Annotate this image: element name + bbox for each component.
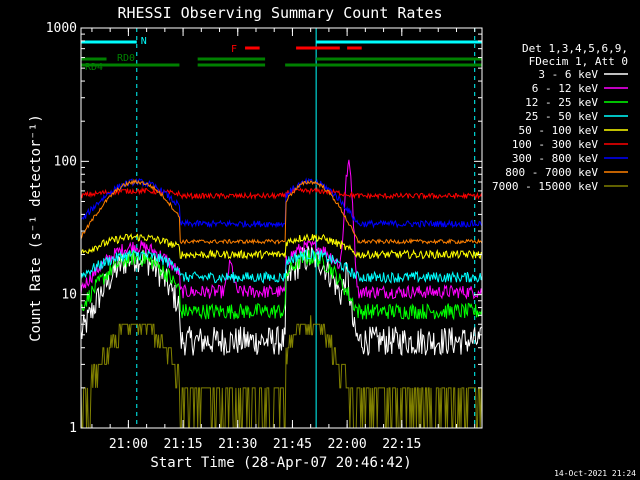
- x-tick-label: 21:00: [109, 437, 148, 452]
- x-tick-label: 21:45: [273, 437, 312, 452]
- axes: 1 10 100 1000 21:00 21:15 21:30 21:45 22:00 22:15: [46, 21, 482, 452]
- series-line: [80, 249, 483, 284]
- series-line: [80, 315, 483, 429]
- series-line: [80, 177, 483, 229]
- x-tick-label: 21:30: [218, 437, 257, 452]
- series-line: [80, 233, 483, 260]
- series-line: [80, 159, 483, 300]
- y-tick-label: 1000: [46, 21, 77, 36]
- x-tick-label: 21:15: [164, 437, 203, 452]
- chart-title: RHESSI Observing Summary Count Rates: [117, 4, 442, 22]
- series-line: [80, 244, 482, 356]
- legend-label: 300 - 800 keV: [512, 152, 598, 165]
- legend-label: 12 - 25 keV: [525, 96, 598, 109]
- legend-header: FDecim 1, Att 0: [529, 55, 628, 68]
- legend-label: 6 - 12 keV: [532, 82, 599, 95]
- x-tick-label: 22:15: [382, 437, 421, 452]
- x-axis-label: Start Time (28-Apr-07 20:46:42): [150, 455, 411, 471]
- flag-label: RD0: [117, 53, 135, 64]
- flag-label: N: [141, 36, 147, 47]
- y-axis-label: Count Rate (s⁻¹ detector⁻¹): [28, 114, 44, 342]
- legend-header: Det 1,3,4,5,6,9,: [522, 42, 628, 55]
- series-line: [80, 178, 483, 245]
- series-line: [80, 186, 483, 201]
- y-tick-label: 100: [54, 154, 77, 169]
- plot-frame: [80, 27, 483, 429]
- legend-label: 7000 - 15000 keV: [492, 180, 598, 193]
- flag-label: F: [231, 44, 237, 55]
- legend: Det 1,3,4,5,6,9,FDecim 1, Att 03 - 6 keV…: [492, 42, 628, 193]
- legend-label: 800 - 7000 keV: [505, 166, 598, 179]
- x-tick-label: 22:00: [328, 437, 367, 452]
- footer-date: 14-Oct-2021 21:24: [554, 469, 636, 478]
- y-tick-label: 1: [69, 421, 77, 436]
- legend-label: 3 - 6 keV: [538, 68, 598, 81]
- legend-label: 50 - 100 keV: [519, 124, 599, 137]
- legend-label: 100 - 300 keV: [512, 138, 598, 151]
- y-tick-label: 10: [61, 288, 77, 303]
- flag-label: RD4: [85, 62, 103, 73]
- plot-area: N F RD0 RD4: [80, 28, 483, 429]
- legend-label: 25 - 50 keV: [525, 110, 598, 123]
